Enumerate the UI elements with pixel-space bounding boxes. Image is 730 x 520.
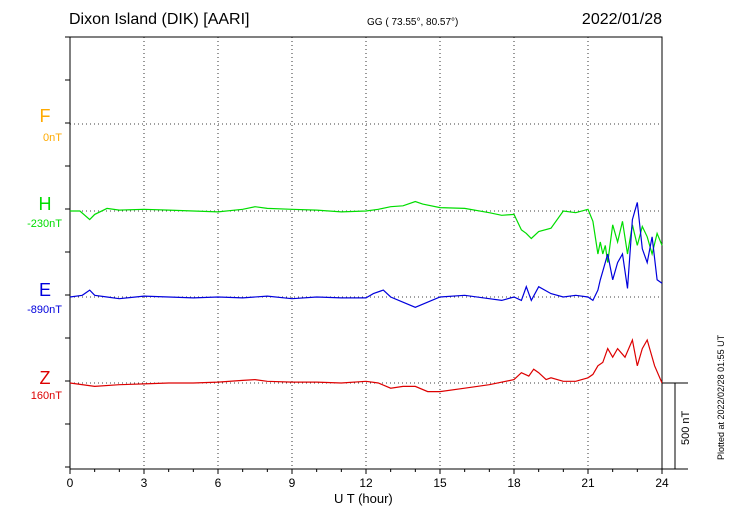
station-title: Dixon Island (DIK) [AARI] [69, 11, 250, 28]
chart-date: 2022/01/28 [581, 11, 662, 28]
series-line-z [69, 337, 663, 393]
x-tick-label: 15 [433, 476, 447, 490]
geo-coordinates: GG ( 73.55°, 80.57°) [367, 17, 459, 28]
scale-bar-label: 500 nT [680, 410, 692, 445]
x-axis-label: U T (hour) [334, 491, 393, 506]
series-line-h [70, 200, 663, 263]
series-label-f: F [39, 106, 51, 126]
series-label-z: Z [39, 368, 51, 388]
x-tick-label: 24 [655, 476, 669, 490]
x-tick-label: 6 [215, 476, 222, 490]
series-label-h: H [38, 194, 52, 214]
offset-label-z: 160nT [30, 390, 62, 402]
x-tick-label: 0 [67, 476, 74, 490]
plotted-timestamp: Plotted at 2022/02/28 01:55 UT [716, 334, 726, 460]
offset-label-f: 0nT [43, 132, 62, 144]
x-tick-label: 18 [507, 476, 521, 490]
series-line-e [69, 202, 663, 308]
x-tick-label: 9 [289, 476, 296, 490]
x-tick-label: 3 [141, 476, 148, 490]
x-tick-label: 12 [359, 476, 373, 490]
series-label-e: E [38, 280, 51, 300]
offset-label-e: -890nT [27, 304, 62, 316]
x-tick-label: 21 [581, 476, 595, 490]
offset-label-h: -230nT [27, 218, 62, 230]
